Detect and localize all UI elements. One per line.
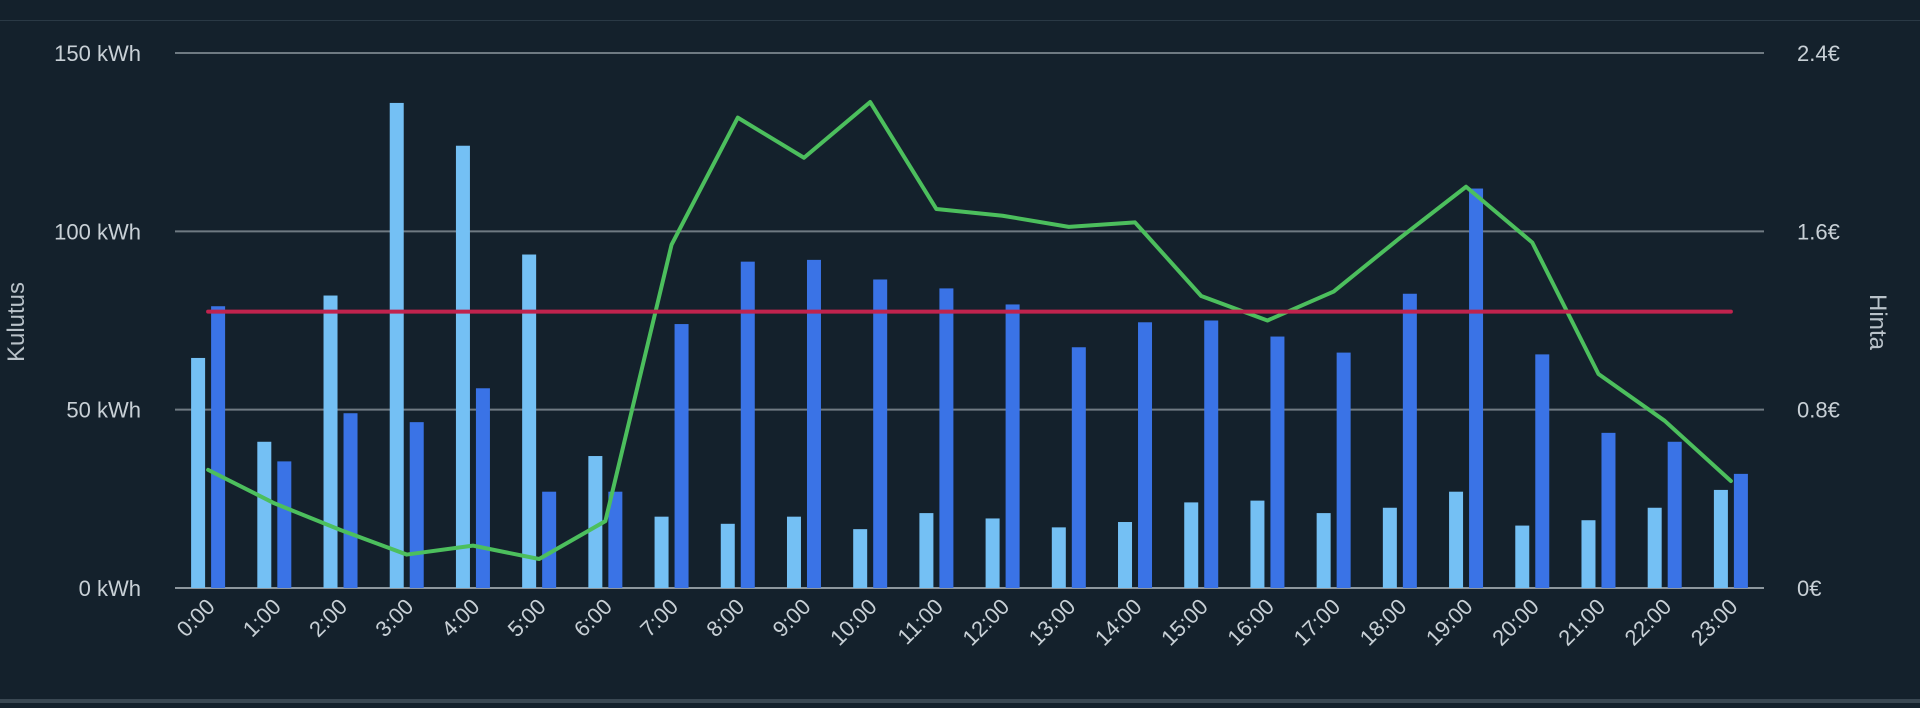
bar-1200-s0 — [985, 518, 1000, 588]
y-tick-label: 0 kWh — [79, 576, 141, 601]
bar-400-s0 — [455, 145, 470, 588]
x-tick-label: 10:00 — [825, 594, 882, 651]
bar-1300-s1 — [1071, 347, 1086, 588]
bar-2200-s1 — [1667, 441, 1682, 588]
bar-000-s1 — [211, 306, 226, 588]
bar-500-s1 — [542, 491, 557, 588]
bar-100-s1 — [277, 461, 292, 588]
y2-axis-title: Hinta — [1864, 294, 1891, 351]
x-tick-label: 6:00 — [569, 594, 617, 642]
bar-1700-s1 — [1336, 352, 1351, 588]
bar-000-s0 — [191, 357, 206, 588]
x-tick-label: 13:00 — [1024, 594, 1081, 651]
x-tick-label: 19:00 — [1421, 594, 1478, 651]
line-series-0 — [206, 100, 1733, 562]
bar-2000-s0 — [1515, 525, 1530, 588]
top-divider — [0, 20, 1920, 21]
bar-2300-s1 — [1733, 473, 1748, 588]
bottom-divider — [0, 699, 1920, 703]
bar-1000-s0 — [853, 529, 868, 588]
bar-1900-s0 — [1449, 491, 1464, 588]
bar-1400-s0 — [1118, 522, 1133, 588]
bar-100-s0 — [257, 441, 272, 588]
y2-tick-label: 2.4€ — [1797, 41, 1840, 66]
bar-2000-s1 — [1535, 354, 1550, 588]
y2-tick-label: 1.6€ — [1797, 219, 1840, 244]
bar-2200-s0 — [1647, 507, 1662, 588]
bar-700-s0 — [654, 516, 669, 588]
bar-600-s1 — [608, 491, 623, 588]
bar-1000-s1 — [873, 279, 888, 588]
x-tick-label: 23:00 — [1686, 594, 1743, 651]
grid-lines — [175, 52, 1764, 589]
bar-1800-s0 — [1382, 507, 1397, 588]
bar-200-s1 — [343, 413, 358, 588]
x-tick-label: 12:00 — [958, 594, 1015, 651]
bar-1700-s0 — [1316, 513, 1331, 588]
y2-tick-label: 0€ — [1797, 576, 1821, 601]
x-tick-label: 22:00 — [1620, 594, 1677, 651]
bar-1400-s1 — [1138, 322, 1153, 588]
bar-900-s0 — [786, 516, 801, 588]
x-tick-label: 15:00 — [1156, 594, 1213, 651]
bar-500-s0 — [522, 254, 537, 588]
bar-1500-s1 — [1204, 320, 1219, 588]
bar-1100-s0 — [919, 513, 934, 588]
x-tick-label: 5:00 — [503, 594, 551, 642]
bar-2100-s1 — [1601, 432, 1616, 588]
bar-2300-s0 — [1713, 489, 1728, 588]
x-tick-label: 16:00 — [1222, 594, 1279, 651]
bar-1500-s0 — [1184, 502, 1199, 588]
bars — [191, 102, 1748, 589]
bar-900-s1 — [806, 259, 821, 588]
y-tick-label: 150 kWh — [54, 41, 141, 66]
x-tick-label: 3:00 — [370, 594, 418, 642]
lines — [206, 100, 1733, 562]
bar-800-s0 — [720, 523, 735, 588]
x-tick-label: 1:00 — [238, 594, 286, 642]
x-tick-label: 18:00 — [1355, 594, 1412, 651]
y-tick-label: 100 kWh — [54, 219, 141, 244]
x-tick-label: 8:00 — [701, 594, 749, 642]
x-tick-label: 9:00 — [768, 594, 816, 642]
y-axis-title: Kulutus — [3, 282, 30, 362]
x-tick-label: 4:00 — [437, 594, 485, 642]
x-tick-label: 20:00 — [1487, 594, 1544, 651]
x-tick-label: 2:00 — [304, 594, 352, 642]
y-tick-label: 50 kWh — [66, 398, 141, 423]
bar-200-s0 — [323, 295, 338, 588]
x-tick-label: 14:00 — [1090, 594, 1147, 651]
bar-1600-s1 — [1270, 336, 1285, 588]
bar-600-s0 — [588, 456, 603, 588]
bar-1600-s0 — [1250, 500, 1265, 588]
y2-tick-label: 0.8€ — [1797, 398, 1840, 423]
bar-1300-s0 — [1051, 527, 1066, 588]
bar-800-s1 — [740, 261, 755, 588]
bar-2100-s0 — [1581, 520, 1596, 588]
x-tick-label: 21:00 — [1553, 594, 1610, 651]
x-tick-label: 11:00 — [892, 594, 947, 649]
bar-700-s1 — [674, 324, 689, 588]
x-tick-label: 17:00 — [1289, 594, 1346, 651]
bar-400-s1 — [475, 388, 490, 588]
x-tick-label: 0:00 — [172, 594, 220, 642]
bar-1100-s1 — [939, 288, 954, 588]
bar-1900-s1 — [1469, 188, 1484, 589]
x-tick-label: 7:00 — [635, 594, 683, 642]
bar-1800-s1 — [1402, 293, 1417, 588]
bar-1200-s1 — [1005, 304, 1020, 588]
bar-300-s1 — [409, 422, 424, 588]
bar-300-s0 — [389, 102, 404, 588]
